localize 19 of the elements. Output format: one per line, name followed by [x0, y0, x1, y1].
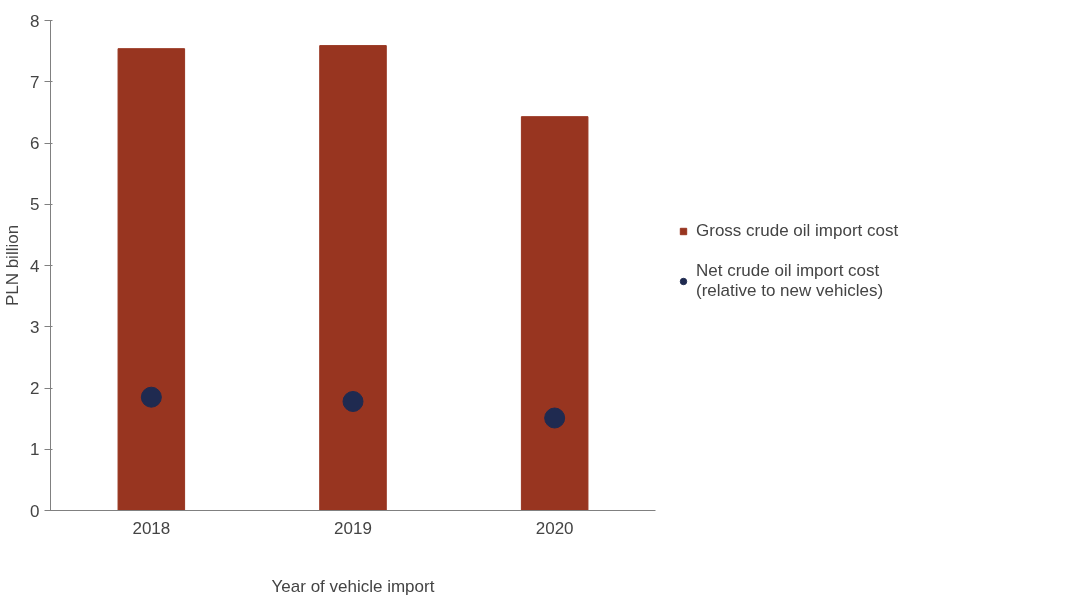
bar — [520, 116, 589, 511]
x-axis-title: Year of vehicle import — [271, 576, 435, 596]
y-tick-label: 0 — [30, 501, 40, 521]
y-tick-label: 4 — [30, 256, 40, 276]
y-tick-label: 6 — [30, 134, 40, 153]
y-tick-label: 1 — [30, 440, 40, 460]
y-tick-label: 3 — [30, 317, 40, 337]
y-tick-label: 2 — [30, 379, 40, 398]
y-axis-title: PLN billion — [3, 224, 23, 307]
legend-label: Net crude oil import cost (relative to new vehicles) — [696, 261, 884, 301]
x-tick-label: 2019 — [334, 518, 372, 538]
bar — [117, 48, 186, 511]
y-tick-label: 7 — [30, 72, 40, 92]
y-tick-label: 5 — [30, 195, 40, 215]
legend-label: Gross crude oil import cost — [696, 221, 899, 241]
x-tick-label: 2018 — [132, 518, 171, 538]
bar — [319, 45, 387, 511]
y-tick-label: 8 — [30, 11, 40, 31]
x-tick-label: 2020 — [535, 518, 574, 538]
